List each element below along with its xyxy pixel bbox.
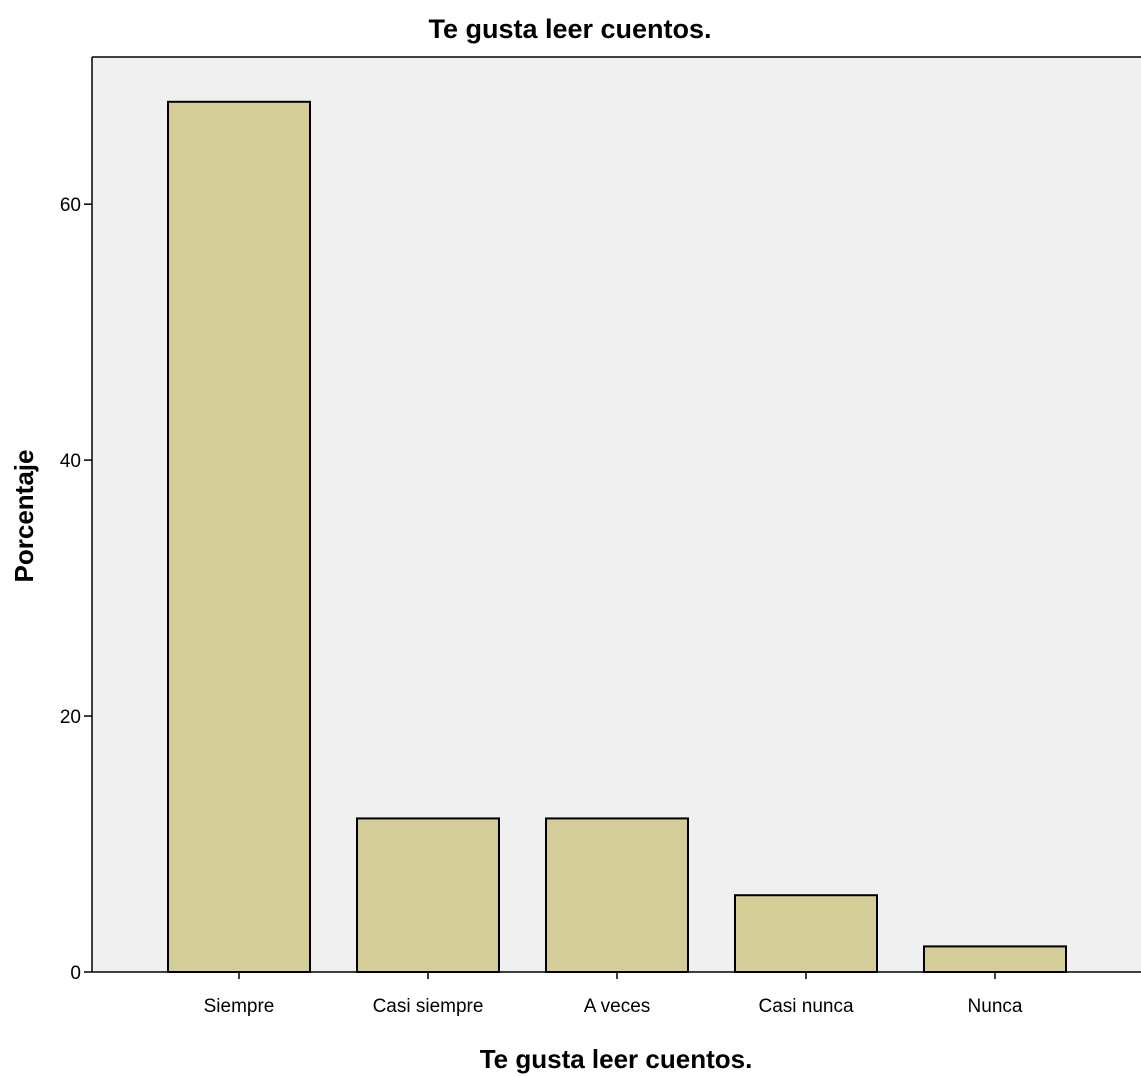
x-ticks-group: Siempre Casi siempre A veces Casi nunca Nunc… bbox=[204, 972, 1023, 1017]
x-tick-label: Casi siempre bbox=[373, 996, 484, 1017]
bar-siempre bbox=[167, 100, 311, 973]
x-tick-label: Siempre bbox=[204, 996, 275, 1017]
x-tick-label: Nunca bbox=[968, 996, 1023, 1017]
bar-casi-nunca bbox=[734, 894, 878, 974]
y-ticks-group: 0 20 40 60 bbox=[60, 195, 92, 984]
y-axis-title: Porcentaje bbox=[9, 450, 39, 583]
y-tick-label: 0 bbox=[70, 963, 81, 984]
y-tick-label: 40 bbox=[60, 451, 81, 472]
x-tick-label: A veces bbox=[584, 996, 651, 1017]
bars-group bbox=[167, 100, 1067, 974]
x-axis-title: Te gusta leer cuentos. bbox=[480, 1044, 753, 1074]
y-tick-label: 20 bbox=[60, 707, 81, 728]
bar-nunca bbox=[923, 945, 1067, 973]
bar-casi-siempre bbox=[356, 817, 500, 974]
y-tick-label: 60 bbox=[60, 195, 81, 216]
chart-title: Te gusta leer cuentos. bbox=[428, 14, 711, 44]
bar-a-veces bbox=[545, 817, 689, 974]
x-tick-label: Casi nunca bbox=[758, 996, 853, 1017]
